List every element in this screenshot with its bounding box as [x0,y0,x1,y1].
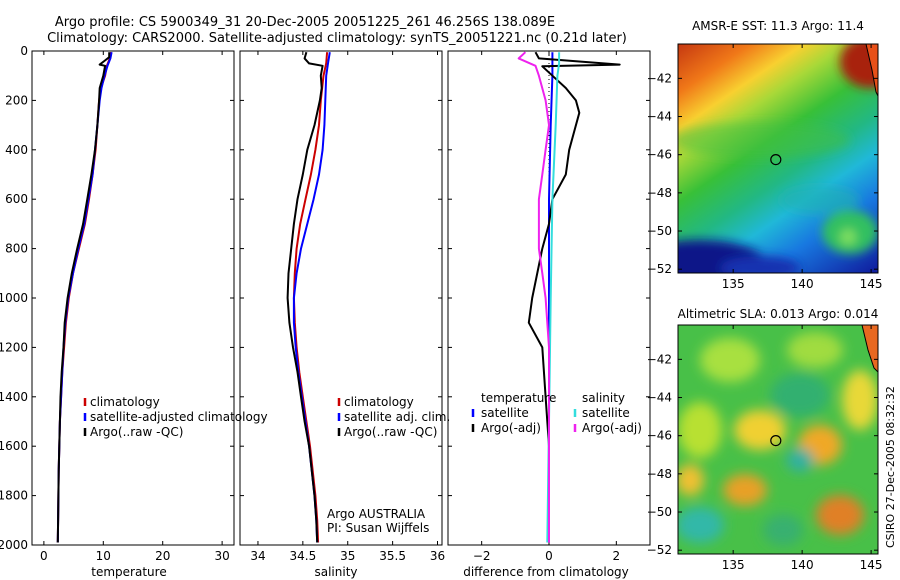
y-tick-label: −44 [647,391,672,405]
title-line-2: Climatology: CARS2000. Satellite-adjuste… [47,31,627,46]
sst-map-image [678,44,878,273]
series-line-salinity-argo-adj- [517,51,550,543]
salinity-axes-frame [239,50,443,546]
x-tick-label: 35.5 [379,549,406,563]
legend-heading-temperature: temperature [481,391,556,405]
y-tick-label: 1800 [0,489,28,503]
y-tick-label: 1000 [0,291,28,305]
series-line-satellite [56,52,113,543]
difference-legend-temperature: temperature satellite Argo(-adj) [471,391,556,435]
legend-label-sal-satellite: satellite [582,406,630,420]
x-tick-label: 20 [155,549,170,563]
x-tick-label: 34 [250,549,265,563]
y-tick-label: 1400 [0,390,28,404]
y-tick-label: −52 [647,262,672,276]
y-tick-label: −52 [647,543,672,557]
salinity-xlabel: salinity [314,565,357,579]
legend-label-temp-argo: Argo(-adj) [481,421,541,435]
sla-map-image [678,325,878,554]
argo-float-marker [770,154,782,166]
argo-float-marker [770,435,782,447]
series-line-argo [56,52,111,543]
y-tick-label: 600 [5,192,28,206]
annotation-pi: PI: Susan Wijffels [327,521,429,535]
x-tick-label: 30 [214,549,229,563]
y-tick-label: −42 [647,352,672,366]
difference-legend-salinity: salinity satellite Argo(-adj) [573,391,642,435]
y-tick-label: 1600 [0,439,28,453]
y-tick-label: −48 [647,186,672,200]
difference-panel: −2 0 2 difference from climatology tempera… [447,50,651,579]
x-tick-label: 140 [791,558,814,572]
legend-label-climatology: climatology [90,395,160,409]
legend-label-satellite: satellite adj. clim. [344,410,450,424]
legend-label-argo: Argo(..raw -QC) [90,425,183,439]
series-line-argo [286,51,324,543]
x-tick-label: 34.5 [289,549,316,563]
legend-label-satellite: satellite-adjusted climatology [90,410,268,424]
legend-label-argo: Argo(..raw -QC) [344,425,437,439]
x-tick-label: 10 [96,549,111,563]
x-tick-label: 135 [722,558,745,572]
y-tick-label: 200 [5,93,28,107]
x-tick-label: 0 [40,549,48,563]
sla-map-panel: Altimetric SLA: 0.013 Argo: 0.014 −4 [647,307,883,572]
x-tick-label: 135 [722,277,745,291]
x-tick-label: 145 [860,277,883,291]
x-tick-label: 35 [340,549,355,563]
annotation-argo-australia: Argo AUSTRALIA [327,507,426,521]
temperature-panel: 0 200 400 600 800 1000 1200 1400 1600 1800 2000 0 1… [0,44,268,579]
x-tick-label: 145 [860,558,883,572]
y-tick-label: −46 [647,148,672,162]
y-tick-label: 400 [5,143,28,157]
x-tick-label: 2 [613,549,621,563]
y-tick-label: 2000 [0,538,28,552]
temperature-xlabel: temperature [91,565,166,579]
y-tick-label: −50 [647,505,672,519]
csiro-credit: CSIRO 27-Dec-2005 08:32:32 [884,386,897,548]
y-tick-label: 0 [20,44,28,58]
difference-xlabel: difference from climatology [463,565,629,579]
x-tick-label: −2 [473,549,491,563]
y-tick-label: −48 [647,467,672,481]
series-line-climatology [56,52,112,543]
sst-map-frame [677,43,879,274]
temperature-axes-frame [31,50,235,546]
sst-map-title: AMSR-E SST: 11.3 Argo: 11.4 [692,19,864,33]
series-line-temperature-argo-adj- [527,51,621,543]
sst-map-panel: AMSR-E SST: 11.3 Argo: 11.4 −42 −44 −46 −48… [647,19,883,291]
y-tick-label: −50 [647,224,672,238]
y-tick-label: 1200 [0,340,28,354]
y-tick-label: −46 [647,429,672,443]
temperature-legend: climatology satellite-adjusted climatolo… [83,395,268,439]
y-tick-label: 800 [5,242,28,256]
y-tick-label: −42 [647,71,672,85]
legend-label-climatology: climatology [344,395,414,409]
salinity-legend: climatology satellite adj. clim. Argo(..… [337,395,450,439]
legend-label-temp-satellite: satellite [481,406,529,420]
series-line-climatology [292,52,329,543]
x-tick-label: 36 [430,549,445,563]
legend-heading-salinity: salinity [582,391,625,405]
salinity-panel: 34 34.5 35 35.5 36 salinity climatology sate… [239,50,450,579]
legend-label-sal-argo: Argo(-adj) [582,421,642,435]
y-tick-label: −44 [647,110,672,124]
x-tick-label: 140 [791,277,814,291]
x-tick-label: 0 [545,549,553,563]
sla-map-title: Altimetric SLA: 0.013 Argo: 0.014 [678,307,879,321]
title-line-1: Argo profile: CS 5900349_31 20-Dec-2005 … [55,15,555,30]
sla-map-frame [677,324,879,555]
